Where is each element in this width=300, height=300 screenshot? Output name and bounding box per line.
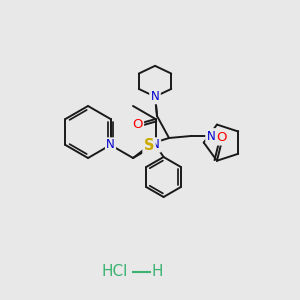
Text: HCl: HCl: [102, 265, 128, 280]
Text: N: N: [151, 139, 160, 152]
Text: H: H: [151, 265, 163, 280]
Text: N: N: [151, 88, 159, 100]
Text: S: S: [144, 139, 154, 154]
Text: N: N: [207, 130, 215, 142]
Text: N: N: [207, 130, 215, 142]
Text: O: O: [217, 131, 227, 144]
Text: N: N: [151, 90, 159, 103]
Text: O: O: [132, 118, 143, 130]
Text: N: N: [106, 139, 115, 152]
